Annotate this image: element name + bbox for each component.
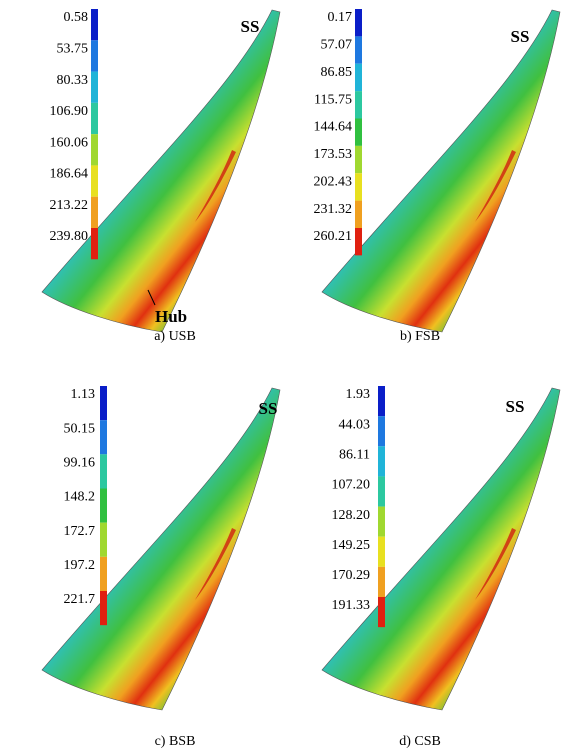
- legend-label: 57.07: [321, 38, 353, 53]
- legend-swatch: [378, 476, 385, 506]
- panel: 1.13 50.15 99.16 148.2 172.7 197.2 221.7 SS c) B…: [42, 386, 280, 749]
- legend-swatch: [355, 173, 362, 200]
- legend-swatch: [100, 591, 107, 625]
- legend-swatch: [91, 9, 98, 40]
- legend-swatch: [378, 386, 385, 416]
- legend-swatch: [91, 165, 98, 196]
- legend-swatch: [91, 40, 98, 71]
- legend-label: 170.29: [332, 568, 371, 583]
- legend-label: 86.85: [321, 65, 353, 80]
- panel: 1.93 44.03 86.11 107.20 128.20 149.25 170.29 19…: [322, 386, 560, 749]
- legend-label: 1.13: [71, 387, 96, 402]
- legend-swatch: [355, 64, 362, 91]
- caption: b) FSB: [400, 329, 440, 344]
- legend-label: 1.93: [346, 387, 371, 402]
- legend-label: 115.75: [314, 92, 352, 107]
- legend-label: 99.16: [64, 456, 96, 471]
- legend-swatch: [100, 557, 107, 591]
- legend-swatch: [91, 228, 98, 259]
- legend-swatch: [355, 201, 362, 228]
- legend-label: 186.64: [50, 167, 89, 182]
- legend-label: 239.80: [50, 229, 89, 244]
- legend-swatch: [91, 197, 98, 228]
- side-label: SS: [511, 27, 530, 46]
- legend-label: 50.15: [64, 421, 96, 436]
- legend-swatch: [100, 420, 107, 454]
- panel: 0.17 57.07 86.85 115.75 144.64 173.53 202.43 23…: [314, 9, 561, 344]
- legend-label: 106.90: [50, 104, 89, 119]
- legend-label: 107.20: [332, 478, 371, 493]
- legend-swatch: [355, 36, 362, 63]
- legend-label: 0.17: [328, 10, 353, 25]
- legend-swatch: [91, 103, 98, 134]
- legend-swatch: [100, 489, 107, 523]
- legend-swatch: [378, 446, 385, 476]
- legend-swatch: [100, 523, 107, 557]
- legend-swatch: [378, 537, 385, 567]
- legend-label: 149.25: [332, 538, 371, 553]
- legend-swatch: [378, 597, 385, 627]
- legend-label: 191.33: [332, 598, 371, 613]
- legend-label: 172.7: [64, 524, 96, 539]
- legend-label: 202.43: [314, 174, 353, 189]
- legend-swatch: [378, 416, 385, 446]
- legend-swatch: [378, 567, 385, 597]
- legend-swatch: [355, 228, 362, 255]
- legend-swatch: [91, 72, 98, 103]
- legend-swatch: [355, 9, 362, 36]
- caption: c) BSB: [155, 734, 196, 749]
- legend-label: 213.22: [50, 198, 89, 213]
- figure: 0.58 53.75 80.33 106.90 160.06 186.64 213.22 23…: [0, 0, 561, 755]
- legend-label: 260.21: [314, 229, 353, 244]
- legend-swatch: [91, 134, 98, 165]
- hub-label: Hub: [155, 307, 187, 326]
- legend-label: 80.33: [57, 73, 89, 88]
- side-label: SS: [506, 397, 525, 416]
- side-label: SS: [259, 399, 278, 418]
- legend-label: 144.64: [314, 120, 353, 135]
- caption: a) USB: [154, 329, 196, 344]
- legend-label: 221.7: [64, 592, 96, 607]
- legend-swatch: [355, 146, 362, 173]
- side-label: SS: [241, 17, 260, 36]
- legend-swatch: [378, 507, 385, 537]
- legend-label: 173.53: [314, 147, 353, 162]
- legend-label: 53.75: [57, 42, 89, 57]
- legend-label: 128.20: [332, 508, 371, 523]
- legend-label: 160.06: [50, 135, 89, 150]
- legend-label: 148.2: [64, 490, 96, 505]
- legend-swatch: [355, 119, 362, 146]
- legend-swatch: [355, 91, 362, 118]
- legend-swatch: [100, 454, 107, 488]
- legend-label: 231.32: [314, 202, 353, 217]
- panel: 0.58 53.75 80.33 106.90 160.06 186.64 213.22 23…: [42, 9, 280, 344]
- legend-swatch: [100, 386, 107, 420]
- legend-label: 197.2: [64, 558, 96, 573]
- legend-label: 44.03: [339, 417, 371, 432]
- legend-label: 0.58: [64, 10, 89, 25]
- caption: d) CSB: [399, 734, 441, 749]
- legend-label: 86.11: [339, 448, 370, 463]
